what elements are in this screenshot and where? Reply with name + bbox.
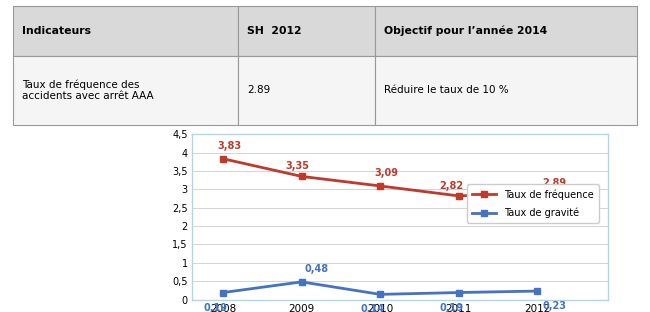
Text: 3,09: 3,09	[374, 168, 398, 178]
Text: 0,19: 0,19	[203, 303, 227, 312]
Text: 0,23: 0,23	[543, 301, 567, 311]
Text: 3,83: 3,83	[218, 141, 242, 151]
Text: 0,19: 0,19	[439, 303, 463, 312]
Text: SH  2012: SH 2012	[247, 26, 302, 36]
Text: 2,89: 2,89	[543, 178, 567, 188]
Text: 0,48: 0,48	[304, 264, 328, 274]
FancyBboxPatch shape	[375, 56, 637, 125]
Legend: Taux de fréquence, Taux de gravité: Taux de fréquence, Taux de gravité	[467, 184, 599, 223]
Text: 3,35: 3,35	[285, 162, 309, 172]
FancyBboxPatch shape	[13, 56, 238, 125]
FancyBboxPatch shape	[375, 6, 637, 56]
Text: 2.89: 2.89	[247, 85, 270, 95]
Text: Indicateurs: Indicateurs	[22, 26, 92, 36]
Text: Taux de fréquence des
accidents avec arrêt AAA: Taux de fréquence des accidents avec arr…	[22, 79, 154, 101]
Text: 0,14: 0,14	[361, 305, 385, 312]
Text: 2,82: 2,82	[439, 181, 463, 191]
FancyBboxPatch shape	[238, 6, 375, 56]
Text: Objectif pour l’année 2014: Objectif pour l’année 2014	[384, 26, 547, 37]
Text: Réduire le taux de 10 %: Réduire le taux de 10 %	[384, 85, 509, 95]
FancyBboxPatch shape	[13, 6, 238, 56]
FancyBboxPatch shape	[238, 56, 375, 125]
